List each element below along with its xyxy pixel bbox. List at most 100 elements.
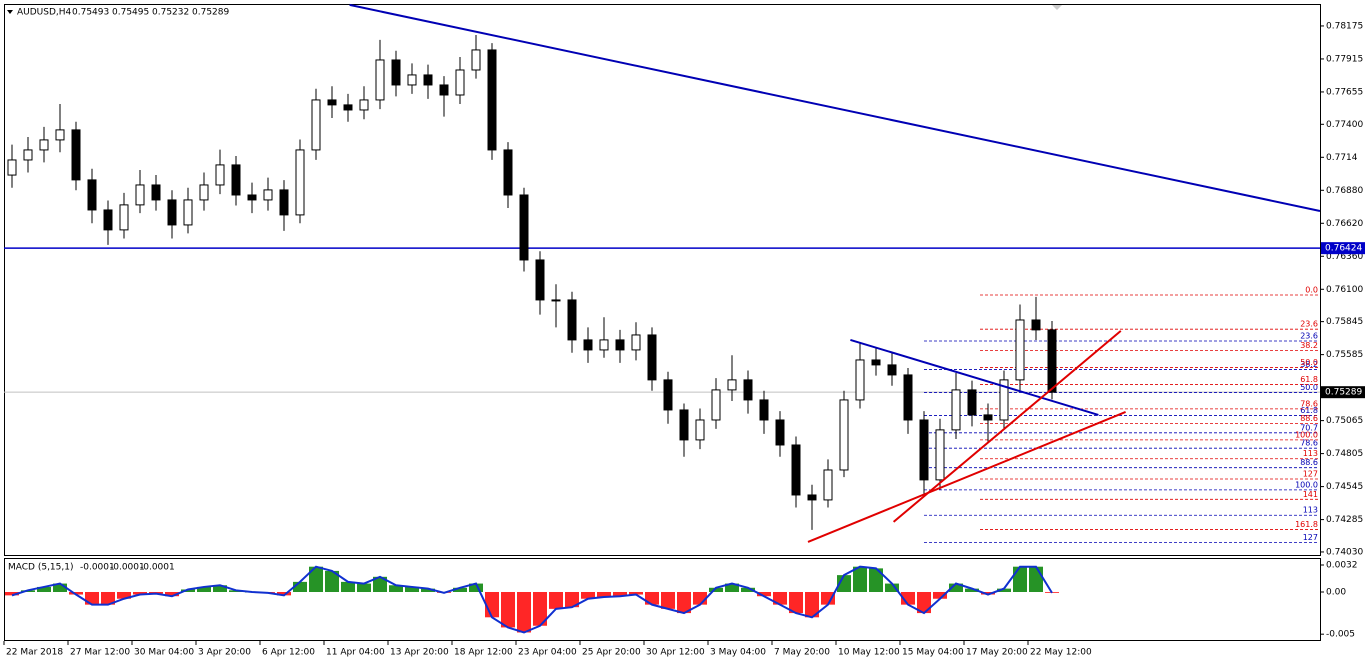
- candle-body: [407, 74, 417, 86]
- candle-body: [151, 184, 161, 201]
- candle-body: [663, 379, 673, 411]
- macd-bar: [677, 591, 691, 614]
- candle-body: [823, 469, 833, 501]
- macd-bar: [645, 591, 659, 605]
- candle-body: [135, 184, 145, 206]
- candle-body: [423, 74, 433, 86]
- macd-bar: [85, 591, 99, 605]
- fib-label: 0.0: [1305, 285, 1318, 294]
- x-tick-label: 15 May 04:00: [902, 648, 964, 658]
- header-value: 0.75232: [152, 8, 189, 18]
- x-tick-label: 3 Apr 20:00: [198, 648, 251, 658]
- fib-label: 100.0: [1295, 480, 1318, 489]
- macd-bar: [981, 591, 995, 595]
- candle-body: [567, 299, 577, 341]
- macd-bar: [181, 589, 195, 592]
- candle-body: [615, 339, 625, 351]
- fib-label: 78.6: [1300, 439, 1318, 448]
- y-tick-label: 0.75845: [1326, 317, 1363, 327]
- candle-body: [1015, 319, 1025, 381]
- candle-body: [7, 159, 17, 176]
- macd-bar: [53, 583, 67, 592]
- x-tick-label: 30 Apr 12:00: [646, 648, 705, 658]
- y-tick-label: 0.77915: [1326, 54, 1363, 64]
- candle-body: [359, 99, 369, 111]
- candle-body: [215, 164, 225, 186]
- last-price-bg: [1321, 386, 1365, 399]
- candle-body: [487, 49, 497, 151]
- macd-bar: [853, 566, 867, 592]
- candle-body: [263, 189, 273, 201]
- fib-label: 61.8: [1300, 406, 1318, 415]
- menu-triangle[interactable]: [7, 10, 13, 14]
- x-tick-label: 23 Apr 04:00: [518, 648, 577, 658]
- macd-bar: [453, 587, 467, 592]
- macd-bar: [197, 586, 211, 592]
- header-value: 0.75493: [72, 8, 109, 18]
- candle-body: [903, 374, 913, 421]
- candle-body: [279, 189, 289, 216]
- macd-tick-label: 0.0032: [1326, 561, 1358, 571]
- candle-body: [967, 389, 977, 416]
- macd-bar: [741, 587, 755, 592]
- y-tick-label: 0.77655: [1326, 87, 1363, 97]
- candle-body: [327, 99, 337, 106]
- x-tick-label: 11 Apr 04:00: [326, 648, 385, 658]
- macd-panel: [4, 558, 1321, 641]
- candle-body: [583, 339, 593, 351]
- x-tick-label: 27 Mar 12:00: [70, 648, 130, 658]
- y-tick-label: 0.7714: [1326, 153, 1358, 163]
- macd-bar: [533, 591, 547, 626]
- fib-label: 113: [1303, 506, 1318, 515]
- y-tick-label: 0.74285: [1326, 515, 1363, 525]
- macd-bar: [165, 591, 179, 597]
- y-tick-label: 0.76100: [1326, 285, 1363, 295]
- macd-bar: [821, 591, 835, 605]
- macd-bar: [69, 591, 83, 595]
- macd-bar: [357, 583, 371, 592]
- candle-body: [439, 84, 449, 96]
- macd-bar: [597, 591, 611, 598]
- symbol: AUDUSD,H4: [17, 8, 72, 18]
- macd-line: [11, 565, 1053, 634]
- trendline: [807, 411, 1126, 543]
- x-tick-label: 18 Apr 12:00: [454, 648, 513, 658]
- macd-bar: [997, 588, 1011, 592]
- candle-body: [679, 409, 689, 441]
- y-tick-label: 0.75065: [1326, 416, 1363, 426]
- candle-body: [471, 49, 481, 71]
- candle-body: [759, 399, 769, 421]
- candle-body: [391, 59, 401, 86]
- fib-label: 127: [1303, 533, 1318, 542]
- macd-bar: [117, 591, 131, 599]
- macd-bar: [661, 591, 675, 609]
- macd-bar: [1029, 566, 1043, 592]
- candle-body: [791, 444, 801, 496]
- candle-body: [807, 494, 817, 501]
- candle-body: [535, 259, 545, 301]
- candle-body: [375, 59, 385, 101]
- candle-body: [919, 419, 929, 481]
- candle-body: [871, 359, 881, 366]
- macd-readout: -0.0001: [110, 563, 145, 573]
- candle-body: [727, 379, 737, 391]
- candle-body: [711, 389, 721, 421]
- shift-marker[interactable]: [1052, 5, 1062, 10]
- fib-label: 70.7: [1300, 423, 1318, 432]
- candle-body: [343, 104, 353, 111]
- x-tick-label: 25 Apr 20:00: [582, 648, 641, 658]
- candle-body: [55, 129, 65, 141]
- candle-body: [119, 204, 129, 231]
- candle-body: [647, 334, 657, 381]
- macd-bar: [309, 566, 323, 592]
- x-tick-label: 30 Mar 04:00: [134, 648, 194, 658]
- fib-label: 61.8: [1300, 375, 1318, 384]
- macd-bar: [101, 591, 115, 605]
- macd-title: MACD (5,15,1): [8, 563, 74, 573]
- candle-body: [599, 339, 609, 351]
- candle-body: [167, 199, 177, 226]
- macd-bar: [293, 581, 307, 592]
- fib-label: 50.0: [1300, 383, 1318, 392]
